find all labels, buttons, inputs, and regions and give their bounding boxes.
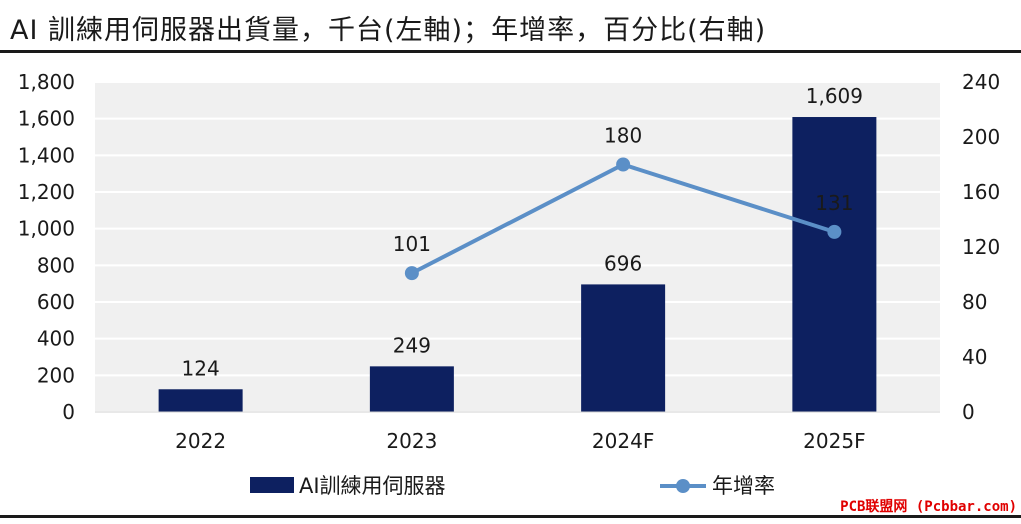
bar	[369, 366, 454, 412]
growth-data-label: 131	[815, 191, 853, 215]
bar-data-label: 1,609	[806, 84, 863, 108]
left-axis-tick-label: 400	[37, 327, 75, 351]
x-axis: 2022 2023 2024F 2025F	[95, 411, 940, 453]
bottom-divider	[0, 515, 1021, 518]
bar-data-label: 249	[393, 333, 431, 357]
right-axis-tick-label: 120	[962, 235, 1000, 259]
growth-point	[827, 224, 842, 239]
right-axis-tick-label: 240	[962, 70, 1000, 94]
legend-line-marker	[676, 479, 690, 493]
title-divider	[0, 50, 1021, 53]
growth-data-label: 101	[393, 232, 431, 256]
left-axis: 0 200 400 600 800 1,000 1,200 1,400 1,600 1,800	[18, 70, 75, 424]
left-axis-tick-label: 0	[62, 400, 75, 424]
left-axis-tick-label: 200	[37, 363, 75, 387]
legend: AI訓練用伺服器 年增率	[250, 474, 775, 498]
bar	[158, 389, 243, 412]
right-axis-tick-label: 0	[962, 400, 975, 424]
growth-point	[616, 157, 631, 172]
right-axis-tick-label: 80	[962, 290, 987, 314]
bar-data-label: 124	[182, 356, 220, 380]
growth-data-label: 180	[604, 124, 642, 148]
right-axis-tick-label: 40	[962, 345, 987, 369]
legend-line-label: 年增率	[712, 474, 775, 498]
bar	[581, 284, 666, 412]
bar-series: 124 249 696 1,609	[158, 84, 877, 413]
legend-bar-label: AI訓練用伺服器	[299, 474, 446, 498]
right-axis-tick-label: 160	[962, 180, 1000, 204]
left-axis-tick-label: 1,600	[18, 107, 75, 131]
x-axis-tick-label: 2023	[386, 429, 437, 453]
x-axis-tick-label: 2025F	[803, 429, 865, 453]
legend-bar-swatch	[250, 477, 294, 493]
watermark: PCB联盟网 (Pcbbar.com)	[840, 499, 1017, 515]
left-axis-tick-label: 1,400	[18, 143, 75, 167]
left-axis-tick-label: 800	[37, 253, 75, 277]
left-axis-tick-label: 1,200	[18, 180, 75, 204]
bar	[792, 117, 877, 413]
left-axis-tick-label: 1,000	[18, 217, 75, 241]
x-axis-tick-label: 2024F	[592, 429, 654, 453]
left-axis-tick-label: 600	[37, 290, 75, 314]
growth-line-series: 101 180 131	[393, 124, 853, 281]
bar-data-label: 696	[604, 251, 642, 275]
right-axis: 0 40 80 120 160 200 240	[962, 70, 1000, 424]
chart-title: AI 訓練用伺服器出貨量，千台(左軸)；年增率，百分比(右軸)	[10, 15, 767, 46]
left-axis-tick-label: 1,800	[18, 70, 75, 94]
x-axis-tick-label: 2022	[175, 429, 226, 453]
growth-point	[404, 266, 419, 281]
right-axis-tick-label: 200	[962, 125, 1000, 149]
